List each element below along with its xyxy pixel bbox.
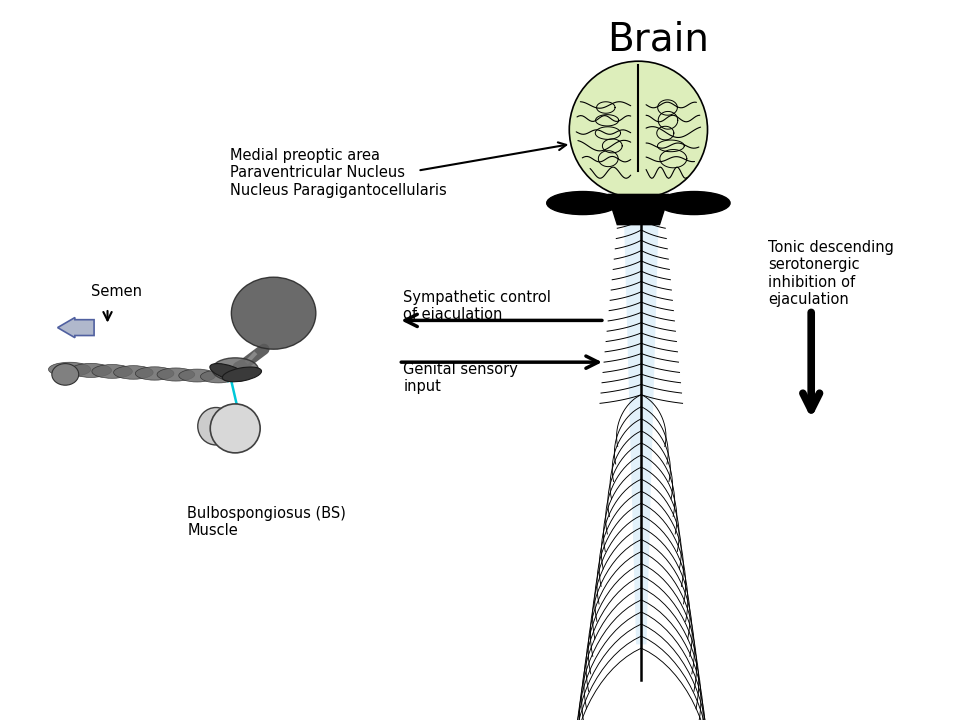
Ellipse shape bbox=[52, 364, 79, 385]
Polygon shape bbox=[608, 194, 669, 225]
Ellipse shape bbox=[135, 366, 174, 380]
Text: Bulbospongiosus (BS)
Muscle: Bulbospongiosus (BS) Muscle bbox=[187, 505, 346, 538]
Ellipse shape bbox=[201, 370, 236, 383]
Ellipse shape bbox=[210, 364, 247, 381]
Ellipse shape bbox=[92, 364, 132, 378]
Ellipse shape bbox=[49, 362, 91, 377]
Ellipse shape bbox=[210, 404, 260, 453]
Text: Semen: Semen bbox=[91, 284, 142, 299]
Ellipse shape bbox=[157, 368, 195, 381]
Text: Medial preoptic area
Paraventricular Nucleus
Nucleus Paragigantocellularis: Medial preoptic area Paraventricular Nuc… bbox=[230, 148, 447, 198]
Ellipse shape bbox=[569, 61, 708, 198]
Ellipse shape bbox=[113, 366, 154, 379]
Text: Sympathetic control
of ejaculation: Sympathetic control of ejaculation bbox=[403, 290, 551, 323]
Polygon shape bbox=[624, 220, 659, 644]
Ellipse shape bbox=[547, 192, 619, 215]
Text: Brain: Brain bbox=[607, 21, 708, 58]
Ellipse shape bbox=[231, 277, 316, 349]
Ellipse shape bbox=[179, 369, 216, 382]
Ellipse shape bbox=[223, 367, 261, 382]
Text: Tonic descending
serotonergic
inhibition of
ejaculation: Tonic descending serotonergic inhibition… bbox=[768, 240, 894, 307]
Text: Genital sensory
input: Genital sensory input bbox=[403, 361, 518, 395]
FancyArrow shape bbox=[58, 318, 94, 338]
Ellipse shape bbox=[70, 364, 111, 377]
Ellipse shape bbox=[198, 408, 234, 445]
Ellipse shape bbox=[659, 192, 731, 215]
Ellipse shape bbox=[212, 358, 258, 381]
